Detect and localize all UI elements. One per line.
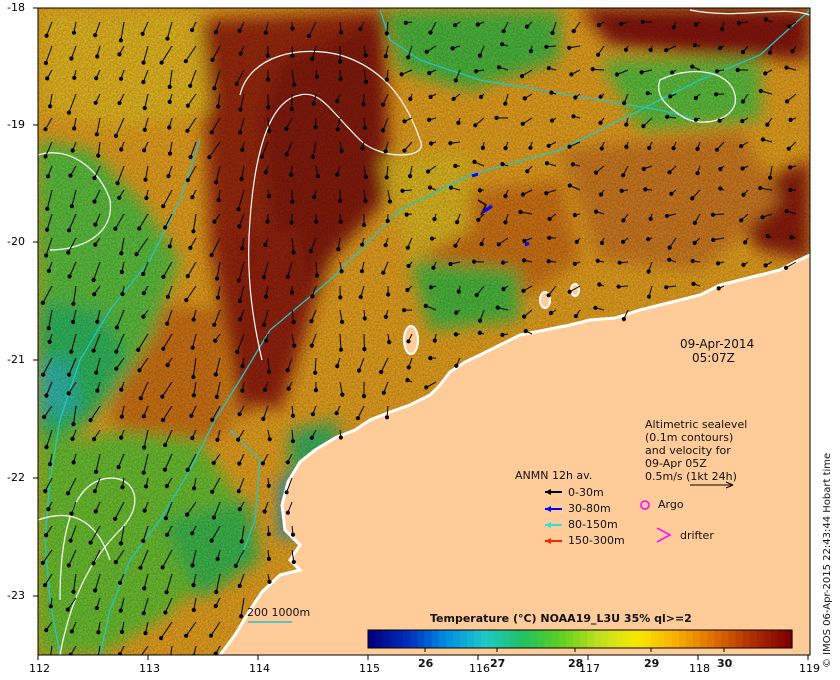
colorbar-tick-label: 27 <box>490 657 506 670</box>
longitude-tick-label: 112 <box>29 662 50 675</box>
coastline <box>218 253 810 655</box>
drifter-track <box>477 199 487 216</box>
annotation-line: 09-Apr 05Z <box>645 457 707 470</box>
mooring-marker <box>471 172 479 178</box>
annotation-line: 0.5m/s (1kt 24h) <box>645 470 737 483</box>
legend-depth-30-80: 30-80m <box>568 502 611 515</box>
latitude-tick-label: -18 <box>7 1 25 14</box>
annotation-line: and velocity for <box>645 444 731 457</box>
mooring-marker <box>482 204 493 214</box>
island <box>570 283 580 297</box>
latitude-tick-label: -20 <box>7 235 25 248</box>
legend-isobath: 200 1000m <box>247 606 311 619</box>
longitude-tick-label: 116 <box>469 662 490 675</box>
longitude-tick-label: 119 <box>799 662 820 675</box>
latitude-tick-label: -19 <box>7 118 25 131</box>
land-mass <box>220 255 810 655</box>
longitude-tick-label: 118 <box>689 662 710 675</box>
longitude-tick-label: 114 <box>249 662 270 675</box>
legend-drifter: drifter <box>680 529 714 542</box>
longitude-tick-label: 113 <box>139 662 160 675</box>
latitude-tick-label: -22 <box>7 471 25 484</box>
legend-title: ANMN 12h av. <box>515 469 593 482</box>
map-date: 09-Apr-2014 <box>680 337 755 351</box>
mooring-marker <box>524 241 530 247</box>
colorbar-tick-label: 28 <box>568 657 584 670</box>
annotation-line: (0.1m contours) <box>645 431 734 444</box>
longitude-tick-label: 117 <box>579 662 600 675</box>
legend-argo: Argo <box>658 498 684 511</box>
colorbar-tick-label: 30 <box>717 657 733 670</box>
velocity-arrows <box>40 17 797 655</box>
legend-depth-80-150: 80-150m <box>568 518 618 531</box>
map-frame <box>37 7 811 656</box>
latitude-tick-label: -23 <box>7 589 25 602</box>
longitude-tick-label: 115 <box>359 662 380 675</box>
colorbar-tick-label: 26 <box>418 657 434 670</box>
axis-tickmarks <box>33 7 809 660</box>
latitude-tick-label: -21 <box>7 353 25 366</box>
legend-depth-0-30: 0-30m <box>568 486 604 499</box>
colorbar <box>368 630 793 648</box>
island <box>403 325 419 355</box>
colorbar-tick-label: 29 <box>644 657 660 670</box>
credit-text: © IMOS 06-Apr-2015 22:43:44 Hobart time <box>822 452 833 668</box>
colorbar-frame <box>367 629 793 649</box>
map-time: 05:07Z <box>692 351 735 365</box>
annotation-line: Altimetric sealevel <box>645 418 748 431</box>
colorbar-title: Temperature (°C) NOAA19_L3U 35% ql>=2 <box>430 612 692 625</box>
legend-depth-150-300: 150-300m <box>568 534 625 547</box>
legend-symbols <box>248 481 734 623</box>
